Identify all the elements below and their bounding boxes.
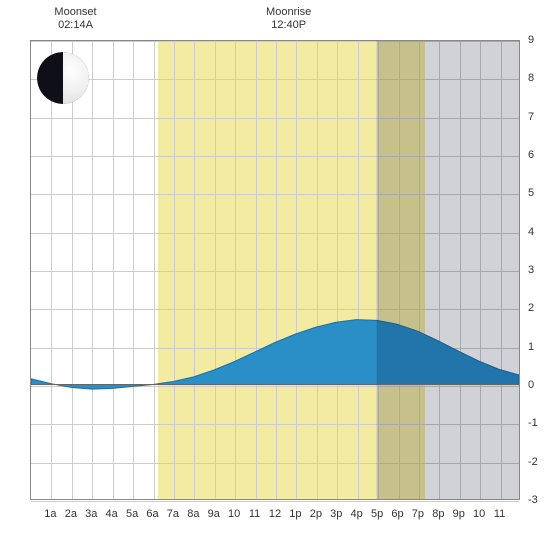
x-tick-label: 7p (412, 508, 424, 520)
y-tick-label: 2 (528, 302, 534, 314)
x-tick-label: 4a (106, 508, 118, 520)
x-tick-label: 8a (187, 508, 199, 520)
x-tick-label: 12 (269, 508, 281, 520)
x-tick-label: 3p (330, 508, 342, 520)
x-tick-label: 8p (432, 508, 444, 520)
moon-phase-icon (37, 52, 89, 104)
y-tick-label: 5 (528, 187, 534, 199)
x-tick-label: 11 (249, 508, 260, 520)
x-tick-label: 5p (371, 508, 383, 520)
x-tick-label: 9a (208, 508, 220, 520)
moonrise-time: 12:40P (266, 19, 311, 32)
y-tick-label: 3 (528, 264, 534, 276)
x-tick-label: 9p (453, 508, 465, 520)
moonrise-title: Moonrise (266, 6, 311, 19)
x-tick-label: 7a (167, 508, 179, 520)
daylight-band (158, 41, 425, 499)
x-tick-label: 3a (85, 508, 97, 520)
y-tick-label: 7 (528, 111, 534, 123)
y-tick-label: 9 (528, 34, 534, 46)
y-tick-label: -1 (528, 417, 538, 429)
y-tick-label: -2 (528, 456, 538, 468)
moonrise-label: Moonrise 12:40P (266, 6, 311, 32)
y-tick-label: 8 (528, 72, 534, 84)
x-tick-label: 2p (310, 508, 322, 520)
x-tick-label: 1p (289, 508, 301, 520)
moonset-label: Moonset 02:14A (54, 6, 96, 32)
x-tick-label: 10 (473, 508, 485, 520)
y-tick-label: -3 (528, 494, 538, 506)
x-tick-label: 10 (228, 508, 240, 520)
x-tick-label: 6a (146, 508, 158, 520)
x-tick-label: 5a (126, 508, 138, 520)
x-tick-label: 11 (494, 508, 505, 520)
x-tick-label: 2a (65, 508, 77, 520)
x-tick-label: 4p (351, 508, 363, 520)
x-tick-label: 1a (44, 508, 56, 520)
y-tick-label: 1 (528, 341, 534, 353)
x-tick-label: 6p (391, 508, 403, 520)
moonset-time: 02:14A (54, 19, 96, 32)
y-tick-label: 0 (528, 379, 534, 391)
moonset-title: Moonset (54, 6, 96, 19)
y-tick-label: 4 (528, 226, 534, 238)
y-tick-label: 6 (528, 149, 534, 161)
tide-chart (30, 40, 520, 500)
